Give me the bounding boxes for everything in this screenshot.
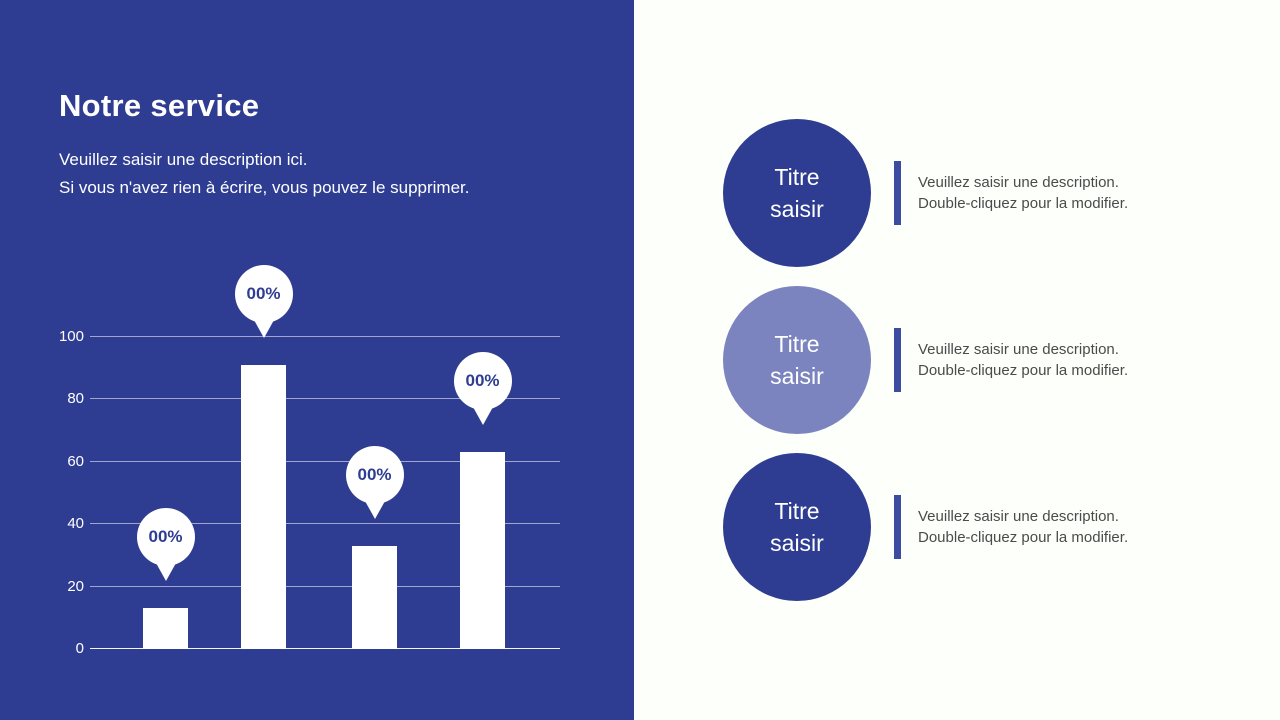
chart-plot-area: 00% 00% 00% 00% xyxy=(90,265,560,649)
bar-label-balloon: 00% xyxy=(345,446,404,520)
service-title-line1: Titre xyxy=(774,164,820,190)
y-axis-label: 60 xyxy=(67,452,84,470)
service-description-line1: Veuillez saisir une description. xyxy=(918,173,1119,191)
service-title-line2: saisir xyxy=(770,530,824,556)
y-axis-label: 100 xyxy=(58,328,84,345)
service-description-1[interactable]: Veuillez saisir une description. Double-… xyxy=(918,172,1128,215)
service-item-1: Titre saisir Veuillez saisir une descrip… xyxy=(723,119,1280,267)
balloon-tail xyxy=(364,501,385,520)
service-title-line1: Titre xyxy=(774,331,820,357)
service-divider-3 xyxy=(894,495,901,559)
page-title: Notre service xyxy=(59,88,260,123)
grid-line xyxy=(90,336,560,337)
bar-label-balloon: 00% xyxy=(136,508,195,582)
bar-label-balloon: 00% xyxy=(453,352,512,426)
page-description: Veuillez saisir une description ici. Si … xyxy=(59,146,470,202)
balloon-tail xyxy=(253,320,274,339)
service-divider-1 xyxy=(894,161,901,225)
service-description-line1: Veuillez saisir une description. xyxy=(918,340,1119,358)
balloon-tail xyxy=(472,407,493,426)
y-axis-label: 40 xyxy=(67,515,84,533)
grid-line xyxy=(90,460,560,462)
grid-line xyxy=(90,585,560,587)
x-axis-baseline xyxy=(90,648,560,649)
service-item-3: Titre saisir Veuillez saisir une descrip… xyxy=(723,453,1280,601)
chart-bar xyxy=(143,608,188,649)
service-circle-1[interactable]: Titre saisir xyxy=(723,119,871,267)
service-description-line2: Double-cliquez pour la modifier. xyxy=(918,195,1129,212)
grid-line xyxy=(90,523,560,525)
grid-line xyxy=(90,398,560,400)
service-description-2[interactable]: Veuillez saisir une description. Double-… xyxy=(918,339,1128,382)
bar-label-balloon: 00% xyxy=(234,265,293,339)
balloon-percentage-label: 00% xyxy=(136,508,195,567)
y-axis-label: 0 xyxy=(75,640,84,657)
y-axis-label: 80 xyxy=(67,390,84,408)
service-title-line2: saisir xyxy=(770,363,824,389)
page-description-line1: Veuillez saisir une description ici. xyxy=(59,150,308,169)
right-content-panel: Titre saisir Veuillez saisir une descrip… xyxy=(634,0,1280,720)
service-circle-2[interactable]: Titre saisir xyxy=(723,286,871,434)
service-description-line2: Double-cliquez pour la modifier. xyxy=(918,529,1129,546)
y-axis-label: 20 xyxy=(67,577,84,595)
balloon-percentage-label: 00% xyxy=(234,265,293,324)
service-title-line1: Titre xyxy=(774,498,820,524)
chart-bar xyxy=(241,365,286,649)
bar-chart: 00% 00% 00% 00% 0 20 40 60 80 100 xyxy=(58,265,570,666)
chart-bar xyxy=(352,546,397,649)
service-divider-2 xyxy=(894,328,901,392)
service-item-2: Titre saisir Veuillez saisir une descrip… xyxy=(723,286,1280,434)
service-title-line2: saisir xyxy=(770,196,824,222)
service-description-3[interactable]: Veuillez saisir une description. Double-… xyxy=(918,506,1128,549)
left-slide-panel: Notre service Veuillez saisir une descri… xyxy=(0,0,634,720)
service-description-line1: Veuillez saisir une description. xyxy=(918,507,1119,525)
service-description-line2: Double-cliquez pour la modifier. xyxy=(918,362,1129,379)
balloon-percentage-label: 00% xyxy=(345,446,404,505)
balloon-tail xyxy=(155,563,176,582)
page-description-line2: Si vous n'avez rien à écrire, vous pouve… xyxy=(59,178,470,197)
chart-bar xyxy=(460,452,505,649)
balloon-percentage-label: 00% xyxy=(453,352,512,411)
service-circle-3[interactable]: Titre saisir xyxy=(723,453,871,601)
